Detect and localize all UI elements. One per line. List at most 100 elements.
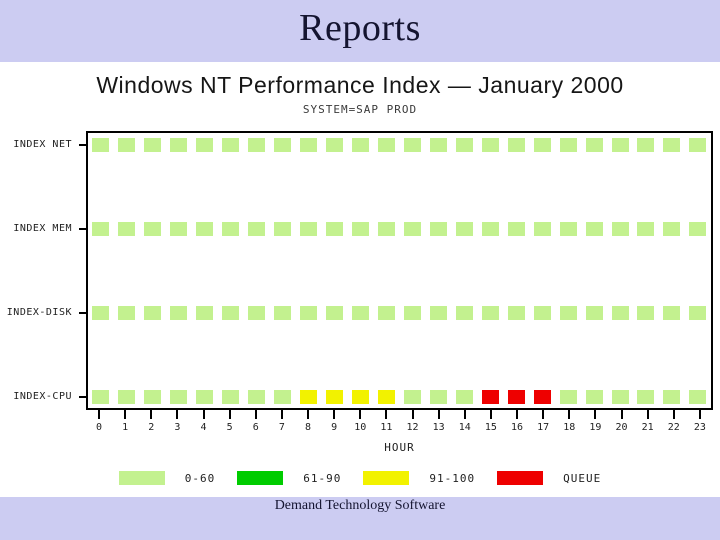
legend-label: 91-100 [429,471,476,485]
heatmap-cell [689,390,707,404]
heatmap-cell [507,138,525,152]
heatmap-cell [455,390,473,404]
y-axis-label: INDEX NET [13,139,72,150]
heatmap-cell [92,222,110,236]
heatmap-cell [403,306,421,320]
x-tick-label: 19 [589,422,602,433]
heatmap-cell [144,222,162,236]
legend-swatch [237,471,284,485]
y-axis-label: INDEX-DISK [6,307,72,318]
heatmap-cell [403,222,421,236]
heatmap-cell [170,306,188,320]
heatmap-cell [352,306,369,320]
legend-item: 91-100 [363,471,475,485]
heatmap-cell [326,138,344,152]
x-axis-tick [463,410,466,419]
heatmap-cell [326,306,344,320]
chart-subtitle: SYSTEM=SAP PROD [302,103,418,116]
heatmap-cell [481,138,499,152]
heatmap-cell [326,222,344,236]
footer-text: Demand Technology Software [274,498,446,513]
heatmap-cell [637,222,655,236]
x-axis-tick [254,410,257,419]
heatmap-cell [248,306,266,320]
x-axis-tick [516,410,519,419]
legend-swatch [363,471,410,485]
x-axis-tick [698,410,701,419]
heatmap-cell [611,222,629,236]
x-tick-label: 23 [693,422,706,433]
x-tick-label: 1 [122,422,129,433]
heatmap-cell [611,390,629,404]
heatmap-cell [559,222,577,236]
heatmap-cell [663,138,681,152]
heatmap-cell [663,390,681,404]
heatmap-cell [326,390,344,404]
heatmap-cell [300,390,318,404]
x-axis-tick [411,410,414,419]
heatmap-cell [663,222,681,236]
x-tick-label: 7 [278,422,285,433]
heatmap-cell [429,306,447,320]
heatmap-cell [170,222,188,236]
heatmap-cell [377,222,395,236]
x-axis-tick [202,410,205,419]
x-axis-tick [176,410,179,419]
x-axis-title: HOUR [384,441,415,454]
heatmap-cell [429,222,447,236]
heatmap-cell [92,306,110,320]
heatmap-cell [507,306,525,320]
heatmap-cell [429,138,447,152]
heatmap-row [88,306,711,320]
x-tick-label: 18 [563,422,576,433]
legend-swatch [118,471,165,485]
x-axis-tick [280,410,283,419]
heatmap-cell [559,306,577,320]
heatmap-cell [222,138,240,152]
heatmap-cell [585,390,603,404]
heatmap-cell [689,222,707,236]
heatmap-cell [663,306,681,320]
heatmap-cell [222,390,240,404]
heatmap-cell [533,138,551,152]
legend-item: 0-60 [118,471,216,485]
heatmap-cell [196,138,214,152]
heatmap-cell [352,390,369,404]
x-tick-label: 17 [537,422,550,433]
heatmap-cell [481,306,499,320]
legend-label: QUEUE [563,471,602,485]
x-tick-label: 2 [148,422,155,433]
heatmap-cell [196,222,214,236]
x-axis-tick [489,410,492,419]
heatmap-cell [118,390,136,404]
heatmap-cell [611,306,629,320]
heatmap-cell [507,222,525,236]
heatmap-cell [507,390,525,404]
y-axis-tick [79,144,86,146]
legend-item: 61-90 [237,471,341,485]
heatmap-cell [248,222,266,236]
x-tick-label: 4 [200,422,207,433]
heatmap-cell [248,390,266,404]
x-axis: 0 1 2 3 4 5 6 7 8 9 10 11 12 13 14 15 16 17 18 19 20 21 22 23 [86,410,713,450]
heatmap-cell [222,306,240,320]
heatmap-cell [118,306,136,320]
heatmap-cell [144,390,162,404]
heatmap-cell [196,306,214,320]
heatmap-cell [429,390,447,404]
heatmap-cell [637,138,655,152]
heatmap-cell [377,390,395,404]
heatmap-cell [144,306,162,320]
x-axis-tick [437,410,440,419]
heatmap-cell [274,306,292,320]
heatmap-cell [689,306,707,320]
slide-title: Reports [299,7,421,49]
heatmap-cell [455,306,473,320]
heatmap-cell [533,390,551,404]
x-axis-tick [359,410,362,419]
heatmap-cell [274,222,292,236]
heatmap-cell [118,138,136,152]
x-axis-tick [150,410,153,419]
y-axis-tick [79,228,86,230]
